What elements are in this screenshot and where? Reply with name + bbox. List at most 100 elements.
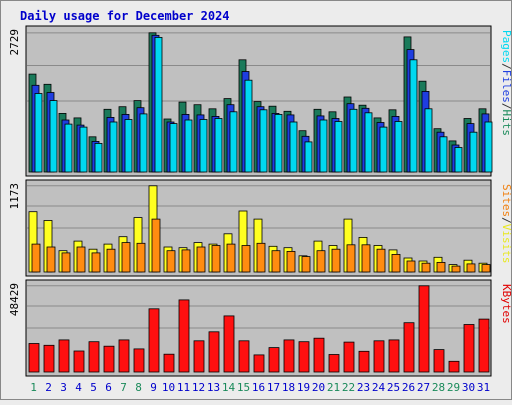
chart-title: Daily usage for December 2024	[20, 9, 230, 23]
bar-sites-day-17	[271, 250, 281, 273]
x-tick-label: 9	[150, 381, 157, 394]
bar-kbytes-day-16	[253, 354, 265, 373]
bar-kbytes-day-6	[103, 345, 115, 373]
bar-kbytes-day-5	[88, 341, 100, 373]
bar-sites-day-2	[46, 246, 56, 273]
x-tick-label: 23	[357, 381, 370, 394]
bar-sites-day-6	[106, 248, 116, 273]
x-tick-label: 27	[417, 381, 430, 394]
bar-pages-day-3	[64, 123, 73, 173]
legend-part: Visits	[500, 224, 512, 264]
bar-kbytes-day-1	[28, 343, 40, 373]
x-tick-label: 17	[267, 381, 280, 394]
panel-visits: 1173 Sites/Visits	[8, 179, 512, 277]
bar-kbytes-day-11	[178, 299, 190, 373]
x-axis-labels: 1 2 3 4 5 6 7 8 9 10 11 12 13 14 15 16 17 18 19 20 21 22 23 24 2…	[30, 381, 490, 394]
bar-pages-day-27	[424, 108, 433, 173]
x-tick-label: 24	[372, 381, 386, 394]
bar-sites-day-7	[121, 242, 131, 273]
bar-sites-day-13	[211, 245, 221, 273]
bar-sites-day-23	[361, 244, 371, 273]
bar-sites-day-3	[61, 252, 71, 273]
bar-sites-day-11	[181, 249, 191, 273]
bar-sites-day-20	[316, 250, 326, 273]
bar-sites-day-18	[286, 250, 296, 273]
bar-sites-day-30	[466, 263, 476, 273]
x-tick-label: 31	[477, 381, 490, 394]
legend-part: /	[500, 217, 512, 224]
bar-pages-day-5	[94, 142, 103, 173]
panel-hits-legend: Pages/Files/Hits	[500, 30, 512, 136]
bar-pages-day-2	[49, 100, 58, 173]
x-tick-label: 30	[462, 381, 475, 394]
bar-pages-day-10	[169, 123, 178, 173]
bar-pages-day-7	[124, 119, 133, 173]
bar-kbytes-day-31	[478, 318, 490, 373]
bar-sites-day-5	[91, 252, 101, 273]
x-tick-label: 7	[120, 381, 127, 394]
bar-kbytes-day-21	[328, 354, 340, 373]
legend-part: Sites	[500, 184, 512, 217]
bar-sites-day-21	[331, 248, 341, 273]
x-tick-label: 11	[177, 381, 190, 394]
bar-sites-day-24	[376, 248, 386, 273]
bar-sites-day-29	[451, 265, 461, 273]
bar-pages-day-1	[34, 93, 43, 173]
x-tick-label: 12	[192, 381, 205, 394]
bar-pages-day-23	[364, 112, 373, 173]
bar-kbytes-day-26	[403, 322, 415, 373]
bar-sites-day-14	[226, 243, 236, 273]
x-tick-label: 15	[237, 381, 250, 394]
bar-pages-day-31	[484, 121, 493, 173]
bar-sites-day-19	[301, 256, 311, 273]
bar-sites-day-28	[436, 261, 446, 273]
x-tick-label: 21	[327, 381, 340, 394]
bar-kbytes-day-4	[73, 350, 85, 373]
bar-pages-day-20	[319, 119, 328, 173]
bar-pages-day-21	[334, 121, 343, 173]
x-tick-label: 1	[30, 381, 37, 394]
bar-sites-day-27	[421, 262, 431, 273]
legend-part: Hits	[500, 110, 512, 137]
bar-pages-day-22	[349, 108, 358, 173]
bar-pages-day-8	[139, 113, 148, 173]
bar-pages-day-18	[289, 121, 298, 173]
legend-part: Pages	[500, 30, 512, 63]
bar-pages-day-11	[184, 119, 193, 173]
bar-kbytes-day-30	[463, 324, 475, 373]
x-tick-label: 6	[105, 381, 112, 394]
bar-pages-day-16	[259, 109, 268, 173]
panel-hits: 2729 Pages/Files/Hits	[8, 25, 512, 177]
bar-sites-day-15	[241, 245, 251, 273]
x-tick-label: 8	[135, 381, 142, 394]
x-tick-label: 18	[282, 381, 295, 394]
x-tick-label: 14	[222, 381, 236, 394]
x-tick-label: 16	[252, 381, 265, 394]
x-tick-label: 5	[90, 381, 97, 394]
bar-kbytes-day-27	[418, 285, 430, 373]
x-tick-label: 28	[432, 381, 445, 394]
bar-pages-day-28	[439, 136, 448, 173]
x-tick-label: 19	[297, 381, 310, 394]
bar-pages-day-26	[409, 59, 418, 173]
y-max-label: 2729	[8, 29, 21, 56]
legend-part: /	[500, 103, 512, 110]
bar-kbytes-day-23	[358, 350, 370, 373]
bar-kbytes-day-15	[238, 340, 250, 373]
bar-kbytes-day-19	[298, 341, 310, 373]
bar-sites-day-22	[346, 244, 356, 273]
bar-kbytes-day-10	[163, 353, 175, 373]
bar-sites-day-4	[76, 246, 86, 273]
bar-kbytes-day-7	[118, 339, 130, 373]
bar-kbytes-day-14	[223, 315, 235, 373]
bar-kbytes-day-13	[208, 331, 220, 373]
panel-visits-legend: Sites/Visits	[500, 184, 512, 264]
legend-part: /	[500, 63, 512, 70]
bar-sites-day-10	[166, 250, 176, 273]
legend-part: Files	[500, 70, 512, 103]
bar-pages-day-17	[274, 114, 283, 173]
bar-sites-day-16	[256, 242, 266, 273]
